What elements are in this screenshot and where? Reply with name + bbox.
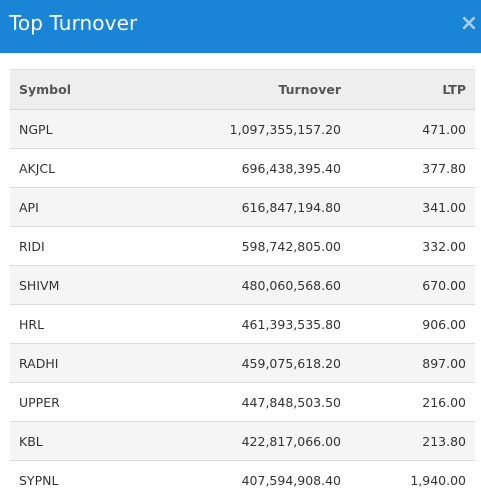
turnover-cell: 459,075,618.20 <box>180 343 350 383</box>
ltp-cell: 377.80 <box>350 148 475 188</box>
symbol-cell: SHIVM <box>10 265 180 305</box>
column-header-ltp[interactable]: LTP <box>350 69 475 110</box>
turnover-cell: 407,594,908.40 <box>180 460 350 496</box>
ltp-cell: 471.00 <box>350 109 475 149</box>
symbol-cell: KBL <box>10 421 180 461</box>
table-row[interactable]: UPPER 447,848,503.50 216.00 <box>10 382 475 422</box>
close-icon[interactable]: × <box>459 11 479 36</box>
turnover-cell: 598,742,805.00 <box>180 226 350 266</box>
turnover-table-container: Symbol Turnover LTP NGPL 1,097,355,157.2… <box>10 69 475 496</box>
column-header-turnover[interactable]: Turnover <box>180 69 350 110</box>
ltp-cell: 906.00 <box>350 304 475 344</box>
turnover-cell: 480,060,568.60 <box>180 265 350 305</box>
table-row[interactable]: HRL 461,393,535.80 906.00 <box>10 304 475 344</box>
ltp-cell: 341.00 <box>350 187 475 227</box>
table-row[interactable]: SHIVM 480,060,568.60 670.00 <box>10 265 475 305</box>
symbol-cell: HRL <box>10 304 180 344</box>
turnover-cell: 616,847,194.80 <box>180 187 350 227</box>
table-row[interactable]: NGPL 1,097,355,157.20 471.00 <box>10 109 475 149</box>
table-row[interactable]: SYPNL 407,594,908.40 1,940.00 <box>10 460 475 496</box>
symbol-cell: RADHI <box>10 343 180 383</box>
symbol-cell: NGPL <box>10 109 180 149</box>
ltp-cell: 897.00 <box>350 343 475 383</box>
table-row[interactable]: KBL 422,817,066.00 213.80 <box>10 421 475 461</box>
modal-header: Top Turnover × <box>0 0 481 53</box>
ltp-cell: 213.80 <box>350 421 475 461</box>
symbol-cell: API <box>10 187 180 227</box>
table-row[interactable]: RADHI 459,075,618.20 897.00 <box>10 343 475 383</box>
ltp-cell: 332.00 <box>350 226 475 266</box>
turnover-table: Symbol Turnover LTP NGPL 1,097,355,157.2… <box>10 69 475 496</box>
column-header-symbol[interactable]: Symbol <box>10 69 180 110</box>
symbol-cell: UPPER <box>10 382 180 422</box>
table-header-row: Symbol Turnover LTP <box>10 69 475 110</box>
table-row[interactable]: API 616,847,194.80 341.00 <box>10 187 475 227</box>
turnover-cell: 447,848,503.50 <box>180 382 350 422</box>
symbol-cell: AKJCL <box>10 148 180 188</box>
turnover-cell: 1,097,355,157.20 <box>180 109 350 149</box>
symbol-cell: RIDI <box>10 226 180 266</box>
turnover-cell: 696,438,395.40 <box>180 148 350 188</box>
modal-title: Top Turnover <box>9 11 138 35</box>
symbol-cell: SYPNL <box>10 460 180 496</box>
ltp-cell: 216.00 <box>350 382 475 422</box>
table-row[interactable]: AKJCL 696,438,395.40 377.80 <box>10 148 475 188</box>
ltp-cell: 1,940.00 <box>350 460 475 496</box>
table-row[interactable]: RIDI 598,742,805.00 332.00 <box>10 226 475 266</box>
ltp-cell: 670.00 <box>350 265 475 305</box>
turnover-cell: 422,817,066.00 <box>180 421 350 461</box>
turnover-cell: 461,393,535.80 <box>180 304 350 344</box>
